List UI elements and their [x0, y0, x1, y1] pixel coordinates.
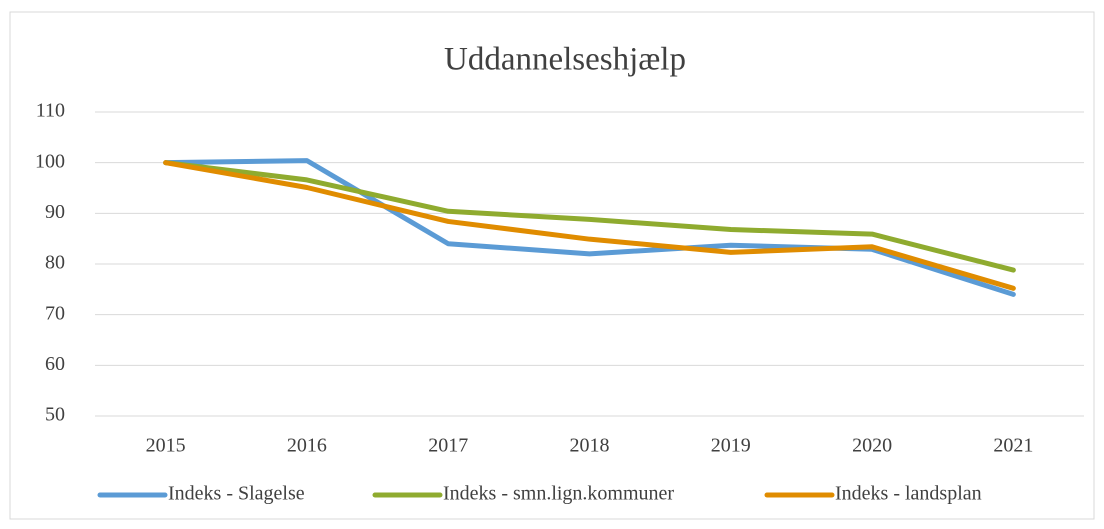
x-tick-label: 2019 — [711, 435, 751, 457]
y-tick-label: 60 — [45, 353, 65, 375]
x-tick-label: 2015 — [146, 435, 186, 457]
chart-title: Uddannelseshjælp — [444, 42, 686, 78]
legend-label: Indeks - landsplan — [835, 483, 982, 505]
x-tick-label: 2020 — [852, 435, 892, 457]
series-line — [163, 160, 1016, 291]
chart-border — [9, 11, 1095, 520]
x-tick-label: 2016 — [287, 435, 327, 457]
y-tick-label: 100 — [35, 150, 65, 172]
x-tick-label: 2018 — [570, 435, 610, 457]
legend-label: Indeks - Slagelse — [168, 483, 305, 505]
y-tick-label: 70 — [45, 302, 65, 324]
y-tick-label: 50 — [45, 404, 65, 426]
x-tick-label: 2017 — [428, 435, 468, 457]
x-tick-label: 2021 — [993, 435, 1033, 457]
series-line — [163, 160, 1016, 273]
y-tick-label: 80 — [45, 252, 65, 274]
y-tick-label: 110 — [36, 100, 65, 122]
y-tick-label: 90 — [45, 201, 65, 223]
legend-label: Indeks - smn.lign.kommuner — [443, 483, 674, 505]
